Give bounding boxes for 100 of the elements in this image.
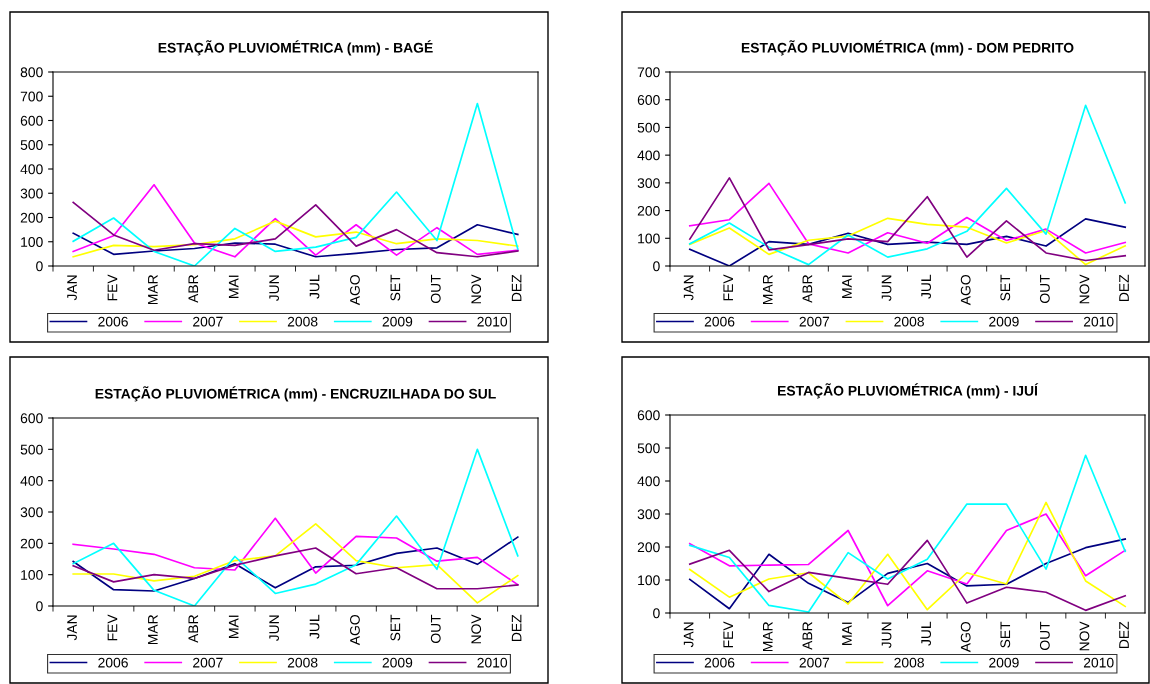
legend-label: 2006 [704,316,735,327]
legend-label: 2007 [799,316,830,327]
x-tick-label: MAI [228,275,239,298]
legend-label: 2007 [193,316,223,327]
legend-label: 2009 [989,316,1019,327]
x-tick-label: JUL [921,621,932,646]
x-tick-label: MAR [148,274,158,305]
x-tick-label: ABR [802,621,813,650]
legend-label: 2009 [382,316,413,327]
x-tick-label: AGO [350,275,360,306]
y-tick-label: 400 [637,150,660,161]
x-tick-label: DEZ [1119,274,1129,301]
legend-label: 2006 [98,316,128,327]
y-tick-label: 100 [21,570,43,580]
x-tick-label: SET [390,274,401,301]
y-tick-label: 100 [638,575,660,586]
y-tick-label: 600 [20,413,43,424]
x-tick-label: OUT [1039,621,1050,650]
x-tick-label: SET [1000,621,1011,648]
x-tick-label: NOV [471,614,482,644]
y-tick-label: 200 [20,212,43,223]
x-tick-label: ABR [188,614,199,643]
legend-label: 2010 [1083,657,1114,668]
y-tick-label: 200 [637,205,660,216]
x-tick-label: FEV [107,614,118,641]
y-tick-label: 300 [20,507,43,518]
y-tick-label: 600 [20,115,43,126]
y-tick-label: 400 [20,476,43,486]
y-tick-label: 100 [638,233,660,244]
x-tick-label: NOV [471,274,482,304]
x-tick-label: JUN [881,275,892,302]
x-tick-label: JAN [67,275,77,301]
legend-label: 2008 [287,316,318,327]
line-series [72,517,519,586]
x-tick-label: OUT [1039,274,1050,303]
y-tick-label: 0 [36,601,43,612]
line-series [688,454,1127,613]
y-tick-label: 400 [637,476,660,487]
legend-label: 2008 [287,657,318,668]
line-series [72,523,519,604]
x-tick-label: FEV [107,274,118,301]
x-tick-label: AGO [960,275,971,306]
chart-title: ESTAÇÃO PLUVIOMÉTRICA (mm) - ENCRUZILHADA DO SUL [95,386,496,402]
line-series [688,104,1127,266]
x-tick-label: SET [1000,274,1011,301]
line-series [72,102,519,266]
y-tick-label: 200 [637,542,660,553]
x-tick-label: JUL [921,274,932,299]
legend-label: 2006 [704,657,735,668]
x-tick-label: MAR [148,614,158,645]
line-series [688,182,1127,254]
legend-label: 2009 [989,657,1019,668]
y-tick-label: 300 [637,178,660,189]
x-tick-label: JUN [269,275,280,302]
legend-label: 2010 [1083,316,1114,327]
x-tick-label: AGO [350,615,360,646]
x-tick-label: JUL [309,614,320,639]
x-tick-label: MAI [842,275,852,298]
x-tick-label: JUN [269,615,280,642]
y-tick-label: 300 [637,509,660,520]
y-tick-label: 300 [20,188,43,199]
y-tick-label: 200 [20,538,43,549]
legend-label: 2006 [98,657,128,668]
legend-label: 2010 [477,316,508,327]
x-tick-label: DEZ [1119,621,1129,648]
legend-label: 2007 [799,657,830,668]
legend-label: 2010 [477,657,508,668]
x-tick-label: MAR [762,621,773,652]
x-tick-label: MAR [762,274,773,305]
line-series [72,547,519,590]
y-tick-label: 400 [20,164,43,175]
line-series [688,177,1127,262]
y-tick-label: 700 [637,67,660,78]
chart-title: ESTAÇÃO PLUVIOMÉTRICA (mm) - DOM PEDRITO [741,40,1074,56]
y-tick-label: 100 [21,237,43,247]
x-tick-label: FEV [723,621,733,648]
y-tick-label: 700 [20,91,43,102]
x-tick-label: DEZ [511,614,522,641]
x-tick-label: MAI [842,622,852,645]
x-tick-label: ABR [188,274,199,303]
chart-title: ESTAÇÃO PLUVIOMÉTRICA (mm) - IJUÍ [778,383,1039,399]
x-tick-label: JAN [683,622,694,648]
legend-label: 2008 [894,316,924,327]
x-tick-label: DEZ [511,274,522,301]
legend-label: 2009 [382,657,413,668]
x-tick-label: MAI [228,615,239,638]
x-tick-label: NOV [1079,274,1090,304]
x-tick-label: AGO [960,622,971,653]
legend-label: 2007 [193,657,223,668]
y-tick-label: 600 [637,410,660,421]
y-tick-label: 0 [653,608,660,619]
x-tick-label: OUT [430,274,441,303]
x-tick-label: JUN [881,622,892,649]
x-tick-label: OUT [430,614,441,643]
line-series [72,201,519,258]
x-tick-label: JUL [309,274,320,299]
y-tick-label: 0 [653,261,660,272]
y-tick-label: 800 [20,67,43,78]
x-tick-label: ABR [802,274,813,303]
chart-title: ESTAÇÃO PLUVIOMÉTRICA (mm) - BAGÉ [158,40,433,56]
